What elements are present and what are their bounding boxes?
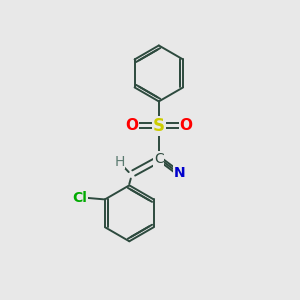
Text: C: C bbox=[154, 152, 164, 166]
Text: O: O bbox=[125, 118, 138, 134]
Text: H: H bbox=[114, 155, 125, 169]
Text: S: S bbox=[153, 117, 165, 135]
Text: N: N bbox=[173, 166, 185, 180]
Text: Cl: Cl bbox=[73, 191, 88, 205]
Text: O: O bbox=[179, 118, 192, 134]
